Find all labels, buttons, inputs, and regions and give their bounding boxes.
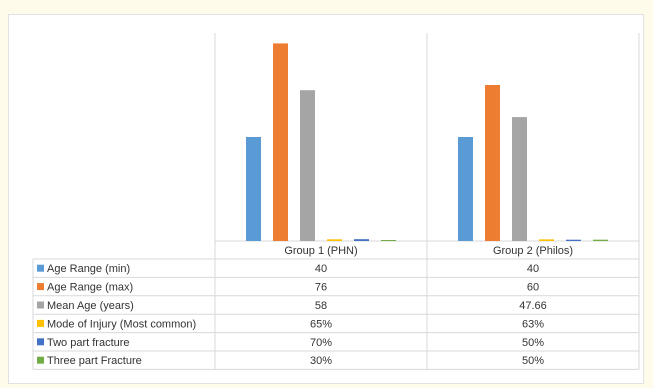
bar (381, 240, 396, 241)
legend-key (37, 301, 44, 309)
bar (273, 43, 288, 242)
bar (512, 117, 527, 241)
data-label: 30% (310, 355, 332, 367)
legend-key (37, 356, 44, 364)
data-label: 50% (522, 337, 544, 349)
bar (593, 239, 608, 241)
data-label: 65% (310, 318, 332, 330)
bar (539, 239, 554, 241)
series-name: Age Range (min) (47, 263, 130, 275)
data-label: 47.66 (519, 300, 547, 312)
bar-chart-with-data-table: Group 1 (PHN) Group 2 (Philos) Age Range (… (32, 33, 640, 370)
category-label: Group 2 (Philos) (493, 245, 573, 257)
legend-key (37, 319, 44, 327)
data-label: 50% (522, 355, 544, 367)
legend-key (37, 283, 44, 291)
bar (246, 137, 261, 241)
category-label: Group 1 (PHN) (284, 245, 357, 257)
data-label: 40 (315, 263, 327, 275)
legend-key (37, 338, 44, 346)
data-label: 40 (527, 263, 539, 275)
series-name: Two part fracture (47, 337, 130, 349)
series-name: Age Range (max) (47, 282, 133, 294)
bar (485, 85, 500, 241)
series-name: Three part Fracture (47, 355, 142, 367)
bar (354, 239, 369, 241)
bar (458, 137, 473, 241)
data-label: 63% (522, 318, 544, 330)
bar (300, 90, 315, 241)
data-label: 70% (310, 337, 332, 349)
bar (566, 239, 581, 241)
data-label: 58 (315, 300, 327, 312)
data-label: 76 (315, 282, 327, 294)
data-label: 60 (527, 282, 539, 294)
chart-panel: Group 1 (PHN) Group 2 (Philos) Age Range (… (8, 14, 644, 384)
bar (327, 239, 342, 241)
series-name: Mode of Injury (Most common) (47, 318, 196, 330)
series-name: Mean Age (years) (47, 300, 134, 312)
legend-key (37, 264, 44, 272)
